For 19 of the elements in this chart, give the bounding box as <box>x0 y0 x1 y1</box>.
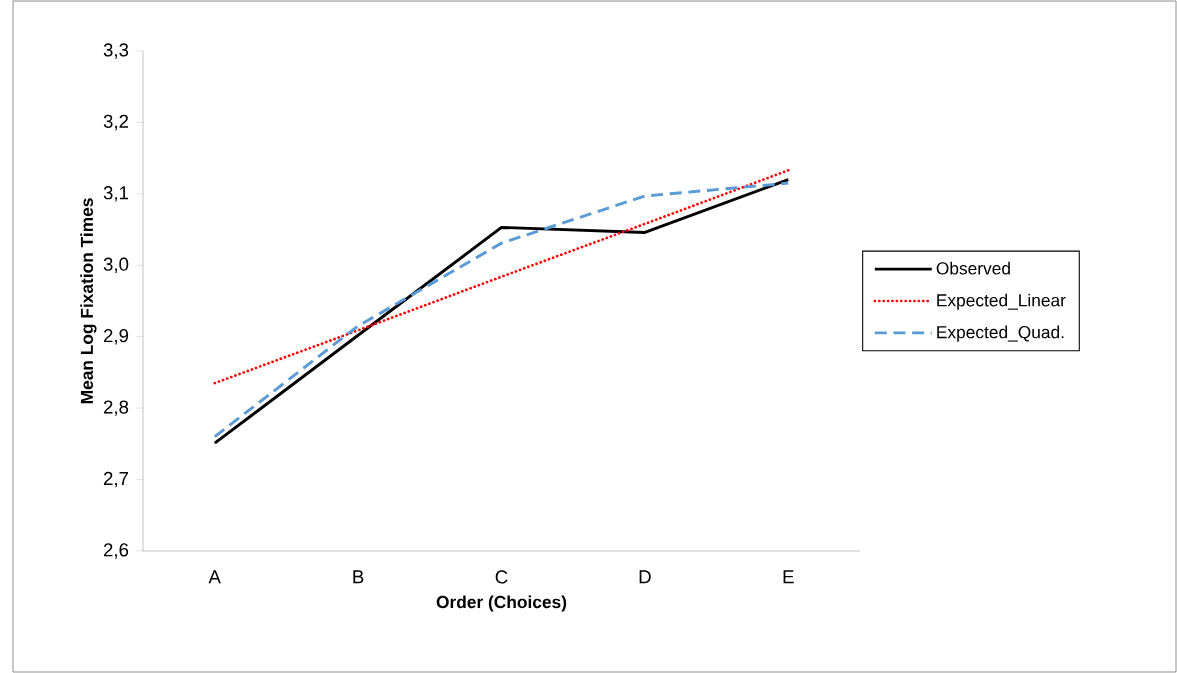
y-tick-label: 3,2 <box>103 114 129 131</box>
x-tick-label: E <box>783 570 794 584</box>
x-tick-label: A <box>208 570 221 584</box>
y-tick-label: 2,9 <box>103 328 129 345</box>
x-axis-title: Order (Choices) <box>436 595 567 612</box>
y-tick-label: 3,3 <box>103 43 129 59</box>
y-tick-label: 3,1 <box>103 186 129 202</box>
legend-label: Expected_Linear <box>937 293 1066 310</box>
y-tick-label: 2,7 <box>103 471 129 488</box>
x-tick-label: B <box>353 570 364 584</box>
y-tick-label: 2,6 <box>103 543 129 559</box>
legend-label: Observed <box>936 261 1010 275</box>
x-tick-label: C <box>495 570 508 584</box>
y-tick-label: 2,8 <box>103 400 129 416</box>
x-tick-label: D <box>639 570 651 584</box>
y-axis-title: Mean Log Fixation Times <box>80 198 97 404</box>
line-series <box>213 168 790 385</box>
y-tick-label: 3,0 <box>103 257 129 273</box>
legend-label: Expected_Quad. <box>937 325 1064 342</box>
